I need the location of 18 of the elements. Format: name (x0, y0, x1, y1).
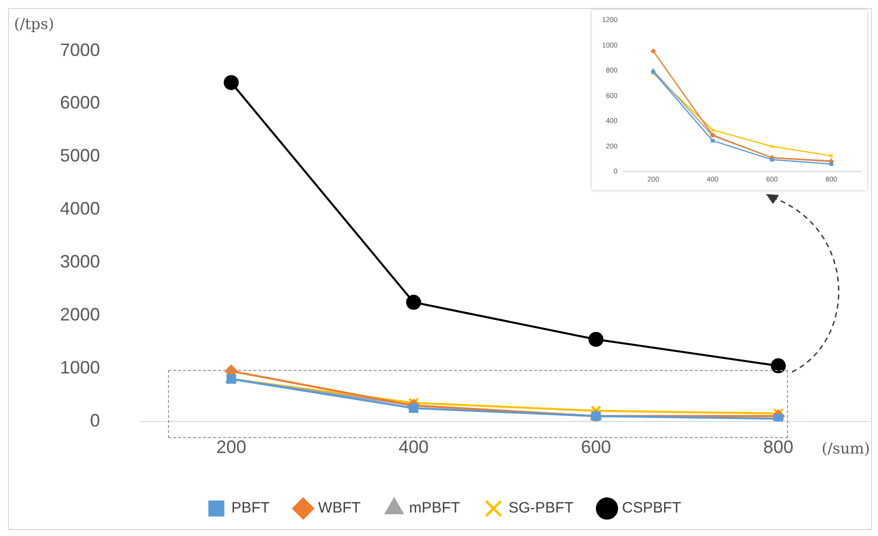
legend-label: mPBFT (409, 500, 460, 517)
y-tick-label: 5000 (60, 146, 100, 166)
x-tick-label: 400 (398, 437, 429, 458)
y-tick-label: 3000 (60, 252, 100, 272)
x-axis-title: (/sum) (822, 439, 870, 458)
y-tick-label: 6000 (60, 92, 100, 113)
y-tick-label: 4000 (60, 198, 100, 219)
y-tick-label: 0 (90, 410, 100, 430)
y-tick-label: 2000 (60, 304, 100, 324)
legend-label: SG-PBFT (508, 500, 574, 517)
y-tick-label: 1000 (60, 357, 100, 378)
x-tick-label: 200 (216, 437, 246, 458)
legend-label: WBFT (318, 500, 361, 517)
legend-label: CSPBFT (622, 500, 682, 517)
y-axis-title: (/tps) (14, 15, 54, 34)
legend-label: PBFT (231, 500, 270, 517)
x-tick-label: 800 (763, 437, 794, 458)
y-tick-label: 7000 (60, 40, 100, 60)
